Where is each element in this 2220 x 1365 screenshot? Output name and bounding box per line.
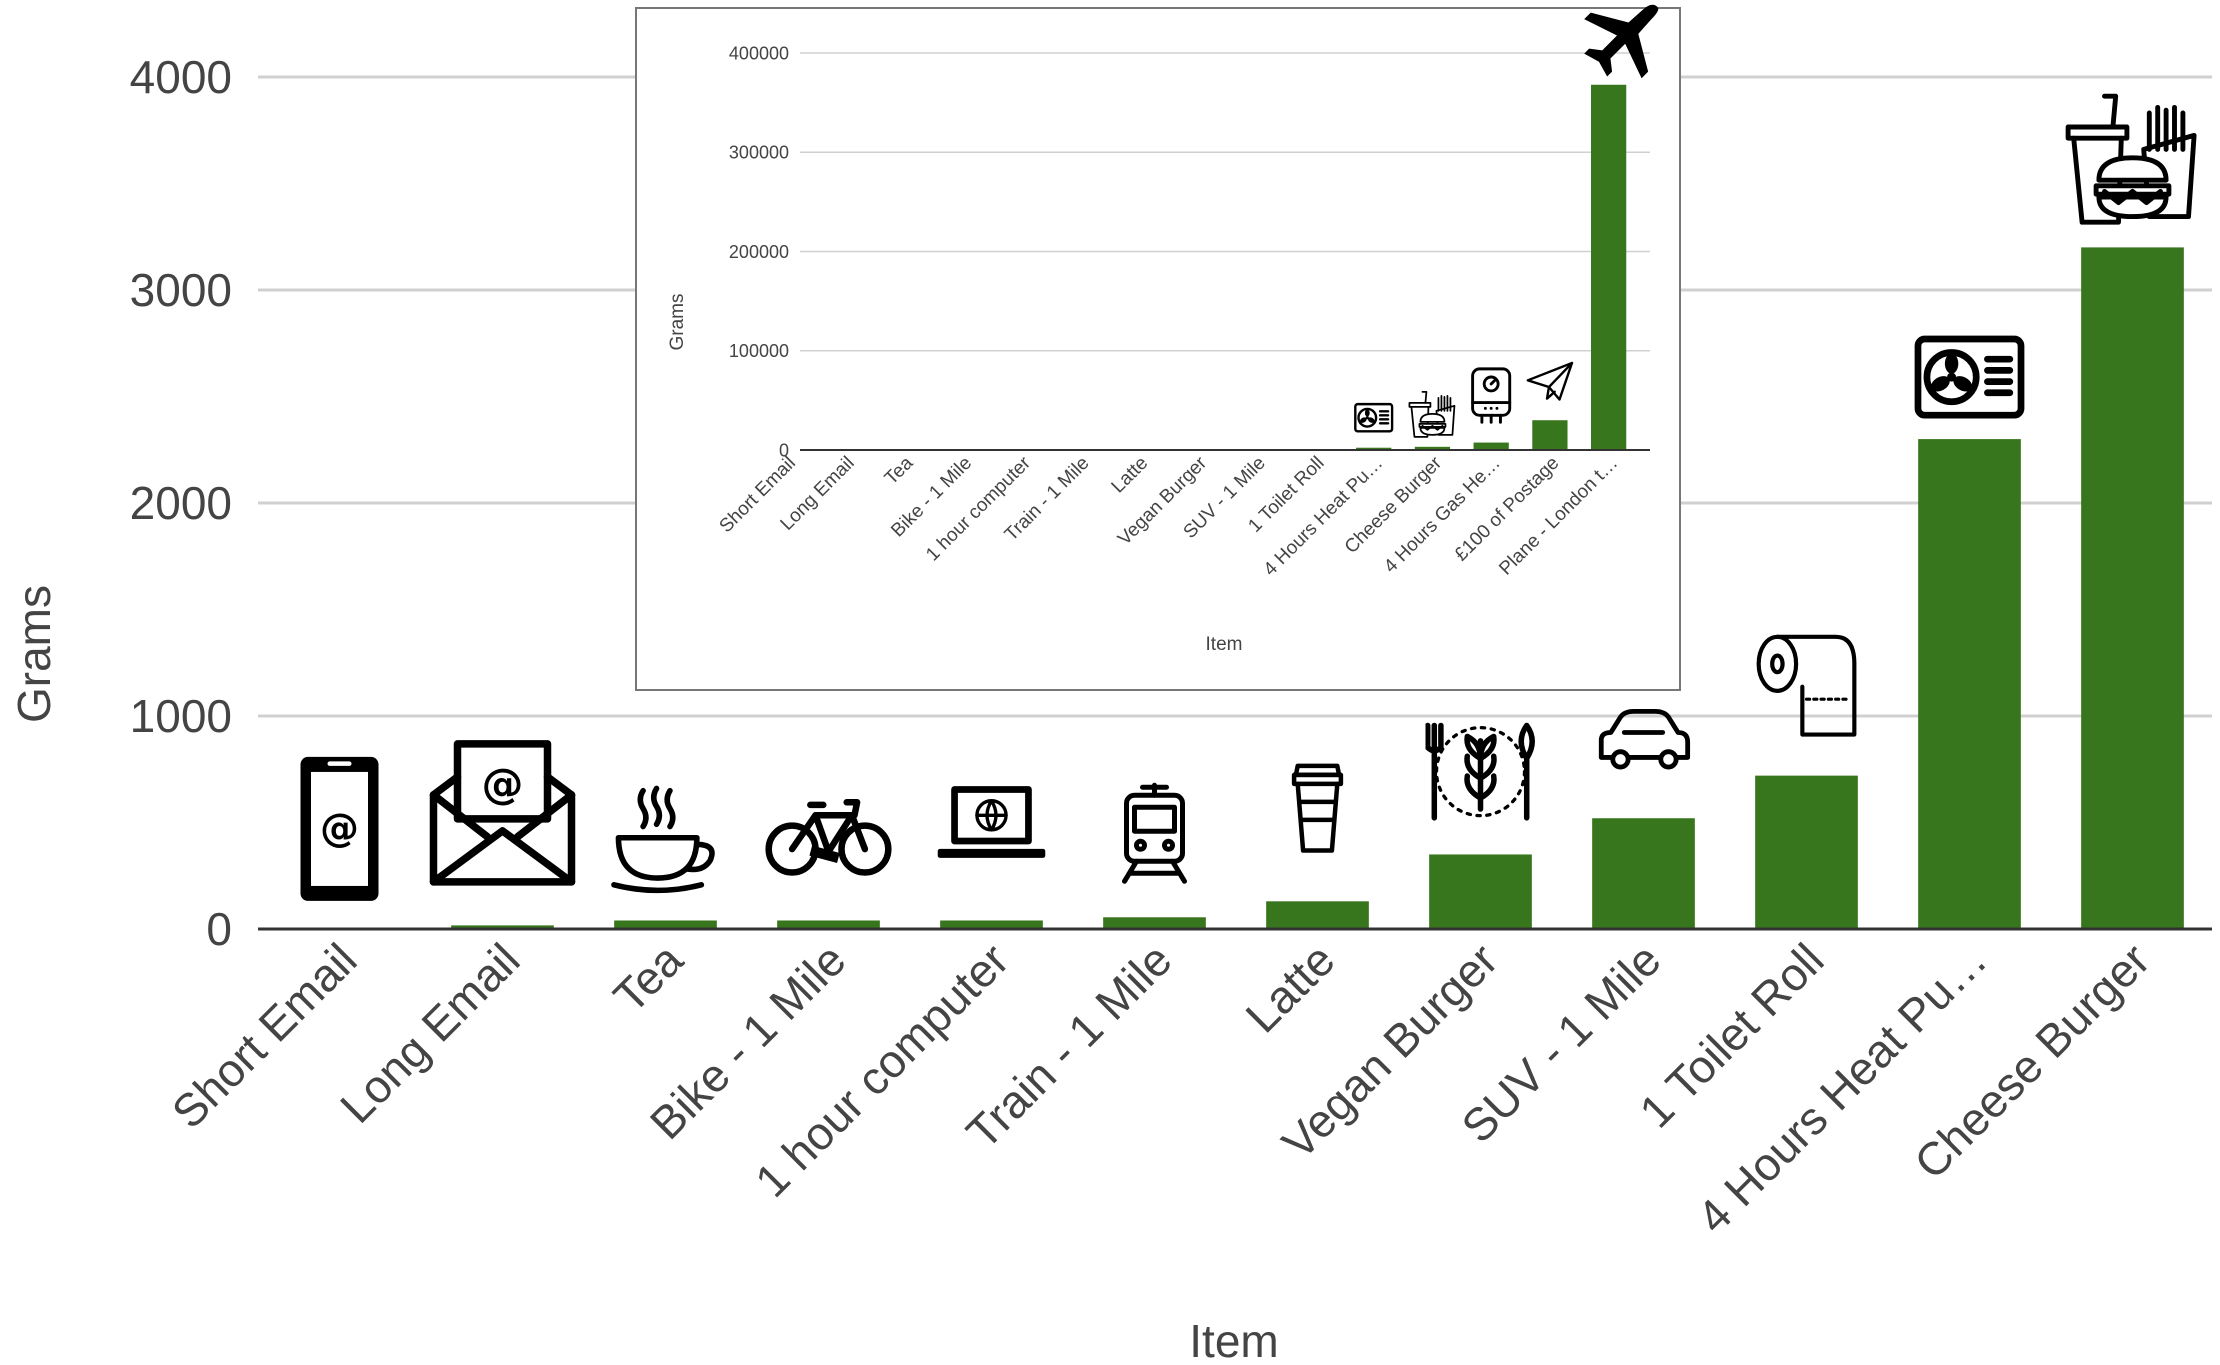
toilet-roll-icon xyxy=(1759,637,1855,735)
inset-y-tick-label: 100000 xyxy=(729,341,789,361)
bar-bike-1-mile xyxy=(777,920,880,929)
laptop-icon xyxy=(938,786,1046,858)
bar-long-email xyxy=(451,925,554,929)
inset-y-tick-label: 400000 xyxy=(729,43,789,63)
inset-y-tick-label: 300000 xyxy=(729,143,789,163)
heat-pump-icon xyxy=(1918,339,2021,415)
x-tick-label-tea: Tea xyxy=(603,933,693,1023)
inset-bars xyxy=(768,84,1627,450)
x-tick-label-short-email: Short Email xyxy=(162,933,367,1138)
phone-icon xyxy=(300,756,379,901)
fast-food-icon xyxy=(2068,96,2194,222)
bar-1-toilet-roll xyxy=(1755,775,1858,929)
inset-y-tick-label: 200000 xyxy=(729,242,789,262)
main-bars xyxy=(288,247,2184,929)
main-y-tick-labels: 0 1000 2000 3000 4000 xyxy=(130,51,232,955)
main-y-tick-label: 1000 xyxy=(130,690,232,742)
car-icon xyxy=(1601,711,1687,767)
bar-4-hours-gas-he xyxy=(1473,442,1509,450)
bar-cheese-burger xyxy=(2081,247,2184,929)
bar-latte xyxy=(1266,901,1369,929)
bar-cheese-burger xyxy=(1414,446,1451,450)
tea-cup-icon xyxy=(614,788,712,890)
bar-4-hours-heat-pu xyxy=(1356,447,1392,450)
x-tick-label-latte: Latte xyxy=(1235,933,1344,1042)
bar-1-hour-computer xyxy=(940,920,1043,929)
bar-train-1-mile xyxy=(1103,917,1206,929)
x-tick-label-4-hours-heat-pu: 4 Hours Heat Pu… xyxy=(1687,933,1997,1243)
bar-4-hours-heat-pu xyxy=(1918,439,2021,929)
inset-y-tick-label: 0 xyxy=(779,440,789,460)
main-y-tick-label: 0 xyxy=(206,903,232,955)
bar-suv-1-mile xyxy=(1592,818,1695,929)
main-y-tick-label: 2000 xyxy=(130,477,232,529)
inset-y-axis-title: Grams xyxy=(667,294,688,351)
main-y-tick-label: 4000 xyxy=(130,51,232,103)
email-envelope-icon xyxy=(434,744,572,882)
inset-gridlines xyxy=(800,52,1650,352)
coffee-cup-icon xyxy=(1294,766,1341,851)
bar-tea xyxy=(614,920,717,929)
bar-plane-london-t xyxy=(1591,84,1627,450)
inset-x-axis-title: Item xyxy=(1206,634,1243,655)
bar-vegan-burger xyxy=(1429,854,1532,929)
bar-100-of-postage xyxy=(1532,420,1568,450)
vegan-food-icon xyxy=(1428,725,1533,817)
main-y-tick-label: 3000 xyxy=(130,264,232,316)
main-x-axis-title: Item xyxy=(1189,1315,1278,1365)
inset-frame xyxy=(635,7,1681,691)
inset-y-tick-labels: 0 100000 200000 300000 400000 xyxy=(729,43,789,460)
x-tick-label-long-email: Long Email xyxy=(330,933,530,1133)
train-icon xyxy=(1125,785,1185,881)
bicycle-icon xyxy=(769,802,889,872)
main-y-axis-title: Grams xyxy=(8,585,60,723)
